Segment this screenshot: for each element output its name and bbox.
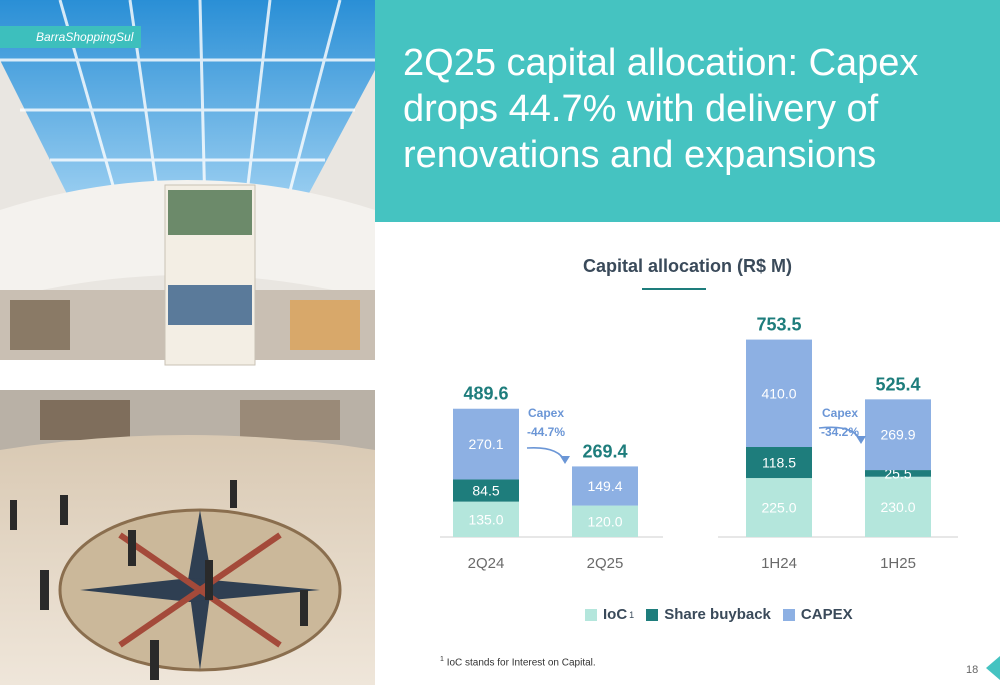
- data-label-ioc-1h24: 225.0: [761, 500, 796, 516]
- page-title: 2Q25 capital allocation: Capex drops 44.…: [403, 42, 919, 176]
- change-label: Capex: [822, 406, 858, 420]
- bar-buyback-2q24: [453, 479, 519, 502]
- change-value: -34.2%: [821, 425, 859, 439]
- data-label-capex-1h24: 410.0: [761, 385, 796, 401]
- data-label-ioc-2q24: 135.0: [468, 511, 503, 527]
- legend-item-capex: CAPEX: [782, 606, 853, 623]
- bar-capex-2q25: [572, 466, 638, 506]
- bar-buyback-1h25: [865, 470, 931, 477]
- data-label-capex-2q25: 149.4: [587, 478, 622, 494]
- headline-band: 2Q25 capital allocation: Capex drops 44.…: [375, 0, 1000, 222]
- footnote: 1 IoC stands for Interest on Capital.: [440, 656, 596, 668]
- change-arrow-icon: [526, 446, 566, 463]
- legend-label-ioc: IoC: [603, 606, 628, 623]
- data-label-buyback-1h24: 118.5: [762, 455, 796, 471]
- mall-photo: BarraShoppingSul: [0, 0, 375, 685]
- title-underline: [642, 288, 706, 290]
- legend-swatch-buyback: [646, 608, 659, 621]
- bar-ioc-2q25: [572, 505, 638, 537]
- legend-swatch-capex: [782, 608, 795, 621]
- bar-capex-1h25: [865, 399, 931, 471]
- data-label-capex-2q24: 270.1: [468, 436, 503, 452]
- legend-label-buyback: Share buyback: [664, 606, 771, 623]
- legend-ioc-note: 1: [629, 609, 635, 620]
- corner-arrow-icon: [986, 656, 1000, 680]
- legend-label-capex: CAPEX: [800, 606, 853, 623]
- bar-buyback-1h24: [746, 447, 812, 479]
- bar-ioc-1h24: [746, 478, 812, 537]
- data-label-ioc-2q25: 120.0: [587, 513, 622, 529]
- total-label-1h25: 525.4: [875, 374, 920, 394]
- x-tick-1h25: 1H25: [880, 555, 916, 572]
- total-label-2q25: 269.4: [582, 441, 627, 461]
- x-tick-2q25: 2Q25: [587, 555, 624, 572]
- change-arrowhead-icon: [560, 456, 570, 464]
- data-label-ioc-1h25: 230.0: [880, 499, 915, 515]
- capital-allocation-chart: 135.0 84.5 270.1 489.6 2Q24 120.0 149.4 269.4 2Q…: [440, 315, 958, 572]
- legend-item-ioc: IoC 1: [585, 606, 634, 623]
- legend-item-buyback: Share buyback: [646, 606, 771, 623]
- total-label-1h24: 753.5: [756, 315, 801, 335]
- change-value: -44.7%: [527, 425, 565, 439]
- legend-swatch-ioc: [585, 608, 597, 621]
- bar-capex-2q24: [453, 408, 519, 480]
- footnote-text: IoC stands for Interest on Capital.: [446, 657, 596, 669]
- photo-caption: BarraShoppingSul: [0, 26, 142, 48]
- total-label-2q24: 489.6: [463, 384, 508, 404]
- x-tick-1h24: 1H24: [761, 555, 797, 572]
- bar-ioc-1h25: [865, 476, 931, 537]
- footnote-marker: 1: [440, 656, 444, 663]
- page-number: 18: [966, 664, 979, 676]
- change-arrowhead-icon: [856, 436, 866, 444]
- bar-capex-1h24: [746, 339, 812, 448]
- data-label-capex-1h25: 269.9: [880, 427, 915, 443]
- bar-ioc-2q24: [453, 501, 519, 537]
- data-label-buyback-2q24: 84.5: [472, 483, 499, 499]
- change-label: Capex: [528, 406, 564, 420]
- mall-atrium-illustration: [0, 0, 375, 685]
- chart-title: Capital allocation (R$ M): [582, 256, 793, 276]
- chart-legend: IoC 1 Share buyback CAPEX: [585, 606, 865, 623]
- x-tick-2q24: 2Q24: [468, 555, 505, 572]
